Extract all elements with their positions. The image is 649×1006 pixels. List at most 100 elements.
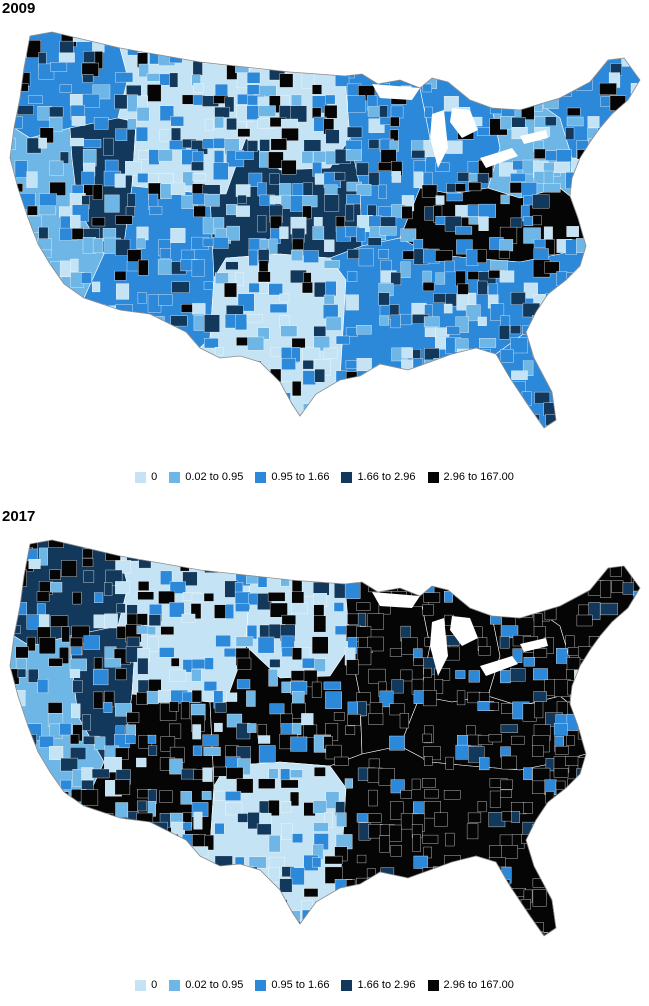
county-cell bbox=[324, 184, 338, 196]
county-cell bbox=[303, 888, 319, 898]
county-cell bbox=[92, 413, 105, 428]
county-cell bbox=[378, 548, 389, 563]
county-cell bbox=[643, 880, 649, 894]
county-cell bbox=[423, 690, 437, 707]
county-cell bbox=[511, 413, 520, 423]
county-cell bbox=[588, 560, 598, 578]
county-cell bbox=[400, 790, 412, 799]
county-cell bbox=[114, 173, 126, 188]
county-cell bbox=[600, 183, 614, 193]
county-cell bbox=[597, 823, 610, 836]
county-cell bbox=[345, 725, 356, 735]
county-cell bbox=[193, 205, 206, 218]
county-cell bbox=[544, 116, 557, 126]
lake-water bbox=[430, 618, 448, 676]
county-cell bbox=[511, 370, 528, 380]
county-cell bbox=[544, 32, 555, 44]
county-cell bbox=[15, 790, 25, 804]
county-cell bbox=[565, 172, 574, 189]
county-cell bbox=[587, 151, 596, 163]
county-cell bbox=[149, 380, 160, 389]
county-cell bbox=[157, 259, 172, 275]
county-cell bbox=[82, 714, 91, 731]
county-cell bbox=[511, 117, 526, 128]
county-cell bbox=[50, 834, 60, 843]
county-cell bbox=[147, 636, 159, 652]
county-cell bbox=[511, 438, 521, 443]
county-cell bbox=[212, 50, 231, 64]
county-cell bbox=[346, 879, 356, 890]
county-cell bbox=[435, 162, 450, 172]
county-cell bbox=[213, 40, 228, 49]
county-cell bbox=[544, 261, 560, 274]
county-cell bbox=[511, 73, 528, 89]
county-cell bbox=[401, 347, 413, 359]
county-cell bbox=[25, 305, 42, 319]
county-cell bbox=[113, 338, 123, 356]
county-cell bbox=[356, 184, 372, 196]
county-cell bbox=[17, 360, 35, 375]
county-cell bbox=[543, 52, 560, 65]
county-cell bbox=[93, 117, 109, 130]
county-cell bbox=[335, 899, 349, 911]
county-cell bbox=[511, 811, 520, 823]
county-cell bbox=[465, 249, 479, 266]
county-cell bbox=[314, 658, 326, 672]
county-cell bbox=[575, 901, 592, 917]
county-cell bbox=[534, 391, 551, 404]
county-cell bbox=[609, 889, 625, 902]
county-cell bbox=[378, 162, 394, 171]
county-cell bbox=[279, 51, 292, 68]
county-cell bbox=[58, 52, 75, 63]
county-cell bbox=[71, 943, 83, 951]
county-cell bbox=[292, 238, 304, 250]
county-cell bbox=[147, 357, 160, 369]
county-cell bbox=[632, 801, 640, 815]
county-cell bbox=[70, 137, 84, 147]
county-cell bbox=[501, 548, 511, 565]
county-cell bbox=[192, 303, 206, 315]
county-cell bbox=[192, 61, 203, 76]
county-cell bbox=[92, 823, 109, 835]
county-cell bbox=[314, 767, 326, 777]
county-cell bbox=[60, 337, 74, 352]
county-cell bbox=[104, 889, 113, 902]
county-cell bbox=[609, 32, 619, 42]
county-cell bbox=[589, 800, 606, 816]
county-cell bbox=[159, 790, 173, 803]
county-cell bbox=[435, 32, 448, 40]
county-cell bbox=[293, 436, 302, 443]
county-cell bbox=[633, 106, 640, 123]
county-cell bbox=[172, 945, 182, 951]
county-cell bbox=[226, 692, 238, 702]
county-cell bbox=[71, 834, 89, 848]
county-cell bbox=[577, 52, 591, 69]
legend-swatch bbox=[427, 979, 439, 991]
county-cell bbox=[312, 226, 325, 240]
county-cell bbox=[158, 921, 169, 933]
county-cell bbox=[631, 540, 640, 545]
county-cell bbox=[10, 723, 16, 734]
county-cell bbox=[610, 370, 624, 385]
county-cell bbox=[93, 691, 104, 709]
lake-water bbox=[450, 616, 478, 646]
county-cell bbox=[609, 670, 627, 682]
county-cell bbox=[138, 923, 147, 936]
county-cell bbox=[159, 105, 174, 121]
county-cell bbox=[567, 403, 579, 420]
county-cell bbox=[225, 424, 237, 428]
county-cell bbox=[422, 282, 435, 292]
county-cell bbox=[598, 293, 613, 305]
county-cell bbox=[619, 540, 629, 547]
county-cell bbox=[281, 681, 291, 693]
county-cell bbox=[599, 314, 613, 327]
county-cell bbox=[148, 614, 161, 626]
county-cell bbox=[633, 580, 640, 596]
county-cell bbox=[466, 84, 476, 94]
county-cell bbox=[400, 32, 416, 47]
county-cell bbox=[268, 835, 281, 853]
county-cell bbox=[126, 415, 136, 426]
county-cell bbox=[477, 371, 493, 380]
county-cell bbox=[611, 746, 623, 757]
county-cell bbox=[225, 436, 237, 443]
